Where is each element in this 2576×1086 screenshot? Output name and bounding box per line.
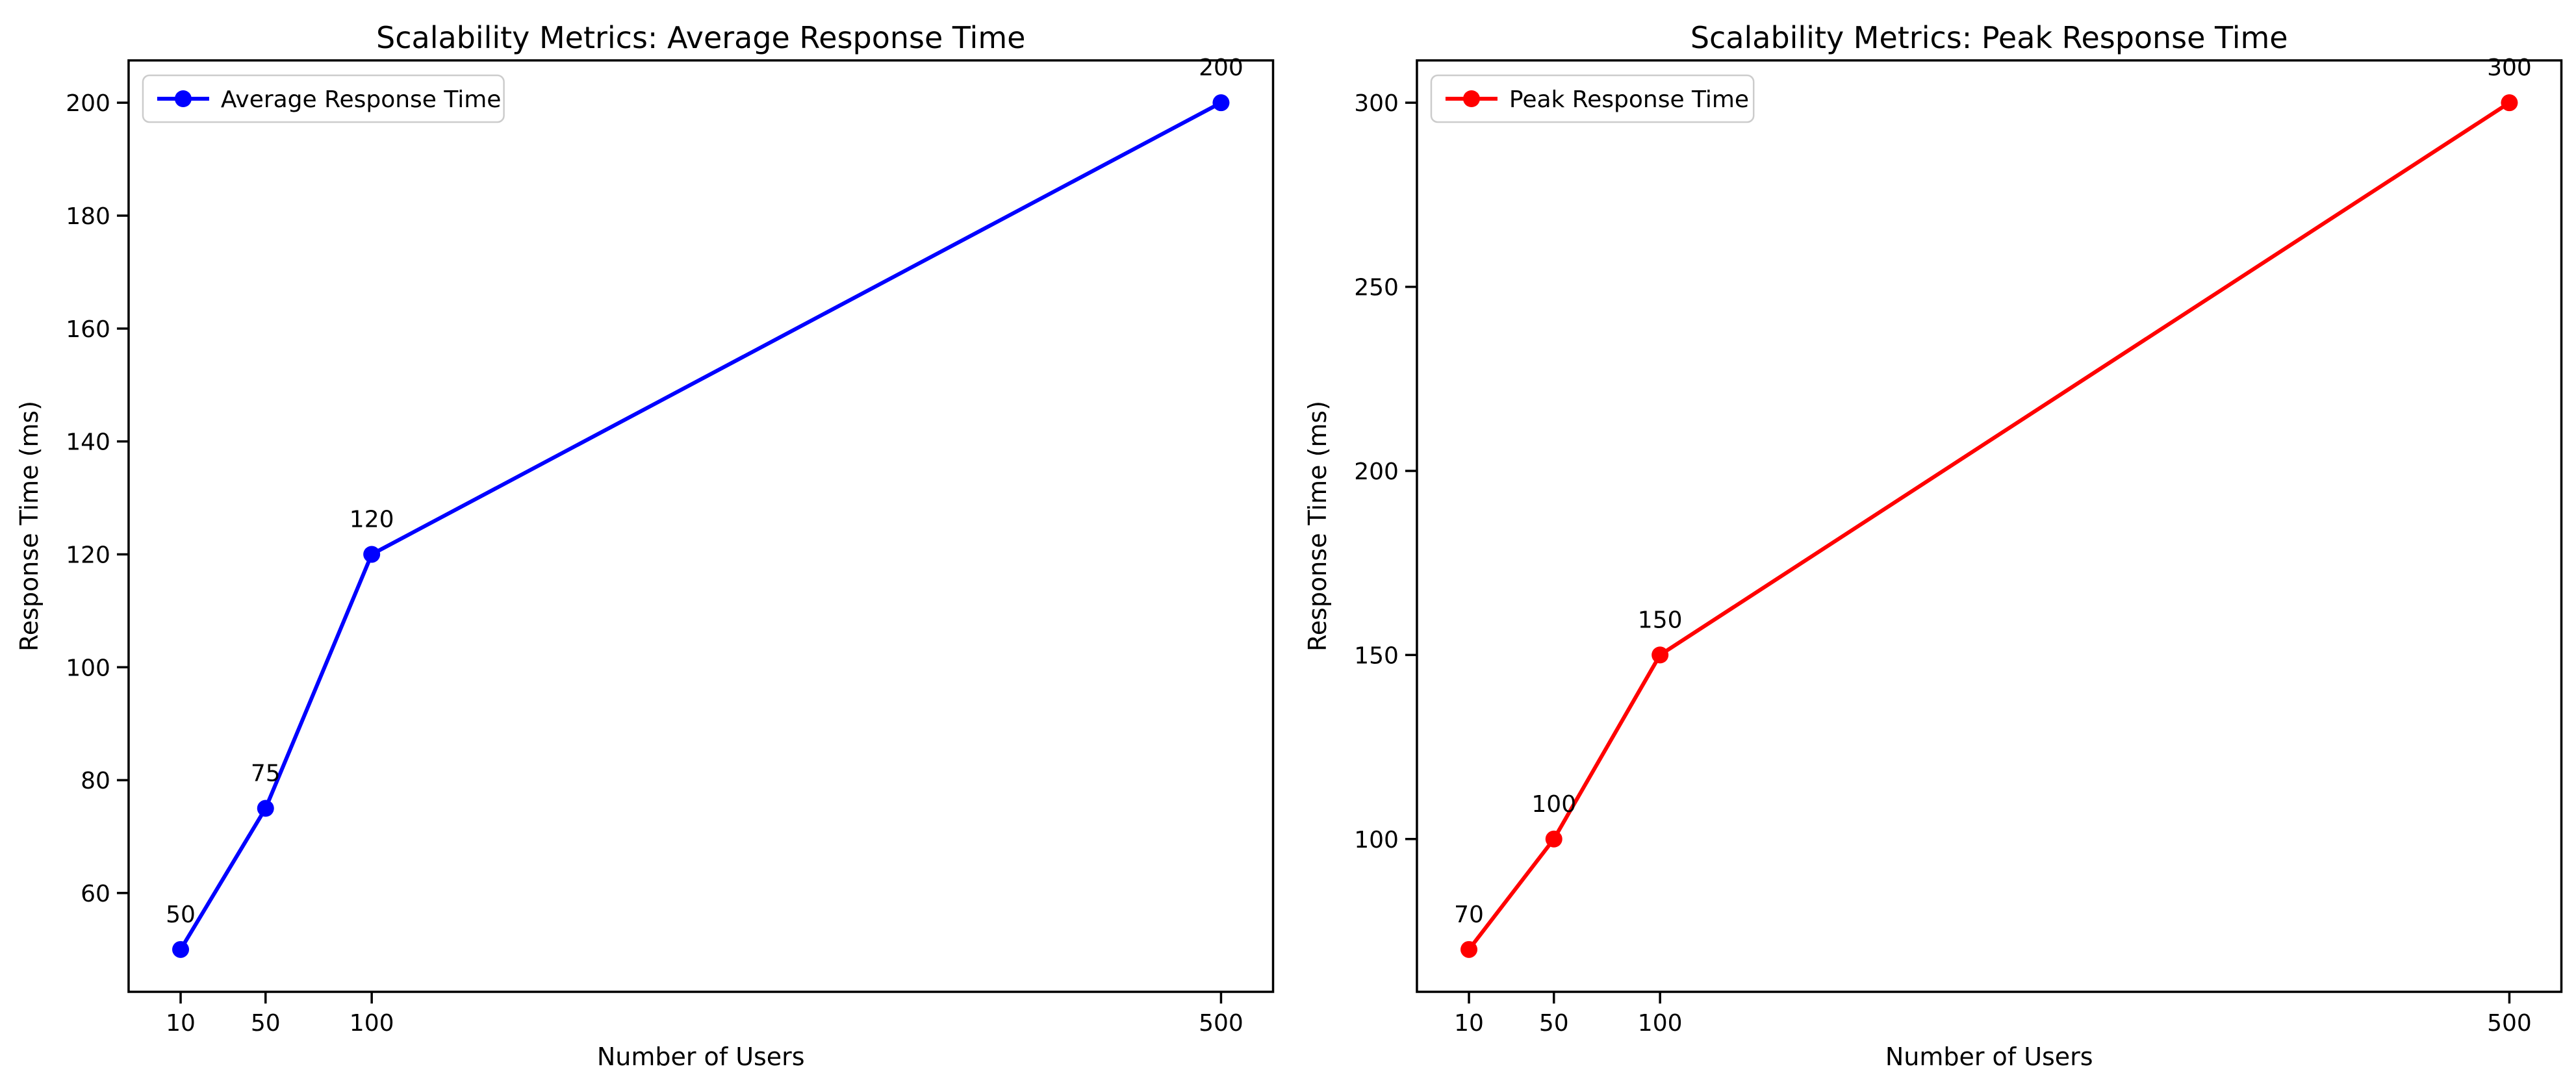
- plot-area-spines: [127, 59, 1275, 993]
- x-axis-label: Number of Users: [597, 1042, 805, 1071]
- data-point-marker: [1460, 941, 1477, 958]
- chart-average-response-time-svg: 10 50 100 500 60 80 100 120 140 160 180 200 50 75 120 2…: [14, 19, 1275, 1072]
- legend-marker-sample: [1462, 90, 1480, 107]
- chart-panel-peak-response-time: 10 50 100 500 100 150 200 250 300 70 100 150 300 Scal…: [1288, 0, 2576, 1086]
- series-line: [1466, 101, 2511, 952]
- y-tick-label: 150: [1354, 642, 1399, 669]
- plot-area-spines: [1415, 59, 2562, 993]
- data-point-label: 100: [1531, 791, 1576, 818]
- series-line: [179, 101, 1223, 952]
- data-point-marker: [363, 546, 381, 563]
- data-point-marker: [257, 800, 274, 817]
- data-point-label: 70: [1454, 902, 1484, 928]
- data-point-marker: [2500, 94, 2518, 112]
- y-axis-label: Response Time (ms): [15, 401, 44, 651]
- data-point-marker: [1212, 94, 1230, 112]
- x-tick-label: 100: [1637, 1010, 1682, 1037]
- x-tick-label: 500: [1199, 1010, 1243, 1037]
- y-tick-label: 140: [66, 429, 110, 456]
- legend-box: [142, 74, 505, 123]
- y-tick-label: 200: [66, 90, 110, 117]
- x-tick-label: 500: [2487, 1010, 2532, 1037]
- y-axis-label: Response Time (ms): [1303, 401, 1331, 651]
- chart-peak-response-time-svg: 10 50 100 500 100 150 200 250 300 70 100 150 300 Scal…: [1288, 0, 2576, 1086]
- chart-title: Scalability Metrics: Peak Response Time: [1690, 20, 2288, 55]
- chart-panel-average-response-time: 10 50 100 500 60 80 100 120 140 160 180 200 50 75 120 2…: [14, 19, 1275, 1072]
- data-point-label: 150: [1637, 607, 1682, 633]
- x-tick-label: 50: [1538, 1010, 1568, 1037]
- data-point-marker: [1651, 646, 1668, 664]
- y-tick-label: 100: [1354, 827, 1399, 853]
- data-point-label: 300: [2487, 55, 2532, 81]
- y-tick-label: 160: [66, 316, 110, 343]
- data-point-marker: [1545, 830, 1562, 848]
- chart-title: Scalability Metrics: Average Response Ti…: [376, 20, 1025, 55]
- legend-label: Peak Response Time: [1509, 86, 1748, 113]
- legend-marker-sample: [174, 90, 192, 107]
- data-point-marker: [172, 941, 190, 958]
- data-point-label: 50: [166, 902, 196, 928]
- x-tick-label: 10: [1454, 1010, 1484, 1037]
- y-tick-label: 80: [81, 768, 110, 794]
- y-tick-label: 300: [1354, 90, 1399, 117]
- data-point-label: 75: [251, 761, 281, 787]
- legend-box: [1430, 74, 1754, 123]
- y-tick-label: 60: [81, 881, 110, 907]
- y-tick-label: 120: [66, 542, 110, 568]
- x-tick-label: 10: [166, 1010, 196, 1037]
- y-tick-label: 100: [66, 655, 110, 681]
- x-axis-label: Number of Users: [1885, 1042, 2093, 1071]
- legend-label: Average Response Time: [221, 86, 501, 113]
- x-tick-label: 50: [251, 1010, 281, 1037]
- data-point-label: 120: [350, 506, 394, 533]
- y-tick-label: 250: [1354, 275, 1399, 301]
- data-point-label: 200: [1199, 55, 1243, 81]
- x-tick-label: 100: [350, 1010, 394, 1037]
- y-tick-label: 180: [66, 203, 110, 230]
- y-tick-label: 200: [1354, 459, 1399, 485]
